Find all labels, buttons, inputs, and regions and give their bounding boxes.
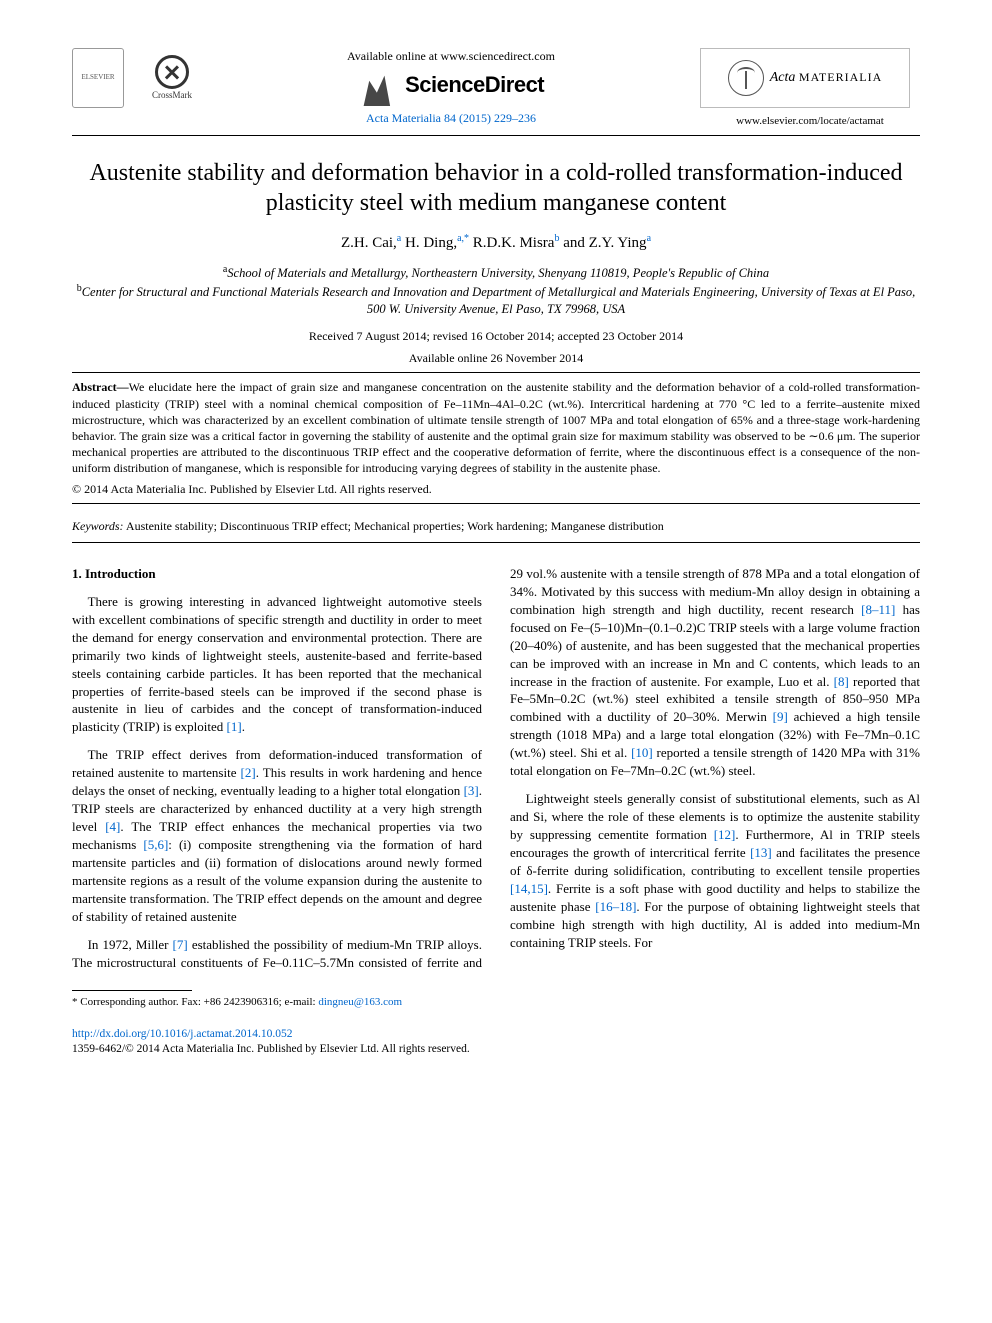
citation-link[interactable]: [4] (105, 819, 120, 834)
issn-copyright-line: 1359-6462/© 2014 Acta Materialia Inc. Pu… (72, 1042, 920, 1058)
body-paragraph: Lightweight steels generally consist of … (510, 790, 920, 951)
locate-url: www.elsevier.com/locate/actamat (700, 114, 920, 129)
sciencedirect-brand: ScienceDirect (202, 70, 700, 106)
citation-link[interactable]: [8] (834, 674, 849, 689)
affiliation-b: bCenter for Structural and Functional Ma… (72, 282, 920, 318)
article-title: Austenite stability and deformation beha… (72, 158, 920, 218)
acta-italic: Acta (770, 70, 796, 85)
date-online-line: Available online 26 November 2014 (72, 350, 920, 366)
doi-link[interactable]: http://dx.doi.org/10.1016/j.actamat.2014… (72, 1028, 293, 1040)
sciencedirect-word: ScienceDirect (405, 72, 544, 97)
abstract-block: Abstract—We elucidate here the impact of… (72, 379, 920, 476)
corresponding-author-footnote: * Corresponding author. Fax: +86 2423906… (72, 995, 920, 1009)
citation-link[interactable]: [7] (173, 937, 188, 952)
affiliations: aSchool of Materials and Metallurgy, Nor… (72, 263, 920, 318)
abstract-top-rule (72, 372, 920, 373)
keywords-text: Austenite stability; Discontinuous TRIP … (126, 519, 664, 533)
citation-link[interactable]: [16–18] (595, 899, 636, 914)
doi-block: http://dx.doi.org/10.1016/j.actamat.2014… (72, 1027, 920, 1058)
keywords-bottom-rule (72, 542, 920, 543)
citation-link[interactable]: [10] (631, 745, 653, 760)
footnote-separator (72, 990, 192, 991)
header-right: Acta MATERIALIA www.elsevier.com/locate/… (700, 48, 920, 129)
sciencedirect-icon (358, 72, 396, 106)
citation-link[interactable]: [13] (750, 845, 772, 860)
acta-materialia-logo: Acta MATERIALIA (700, 48, 910, 108)
acta-text: Acta MATERIALIA (770, 69, 882, 88)
body-paragraph: The TRIP effect derives from deformation… (72, 746, 482, 925)
header-center: Available online at www.sciencedirect.co… (202, 48, 700, 126)
journal-reference-link[interactable]: Acta Materialia 84 (2015) 229–236 (366, 111, 536, 125)
abstract-text: We elucidate here the impact of grain si… (72, 380, 920, 475)
footnote-email-link[interactable]: dingneu@163.com (318, 996, 402, 1008)
affiliation-b-text: Center for Structural and Functional Mat… (82, 285, 916, 316)
footnote-label: * Corresponding author. Fax: +86 2423906… (72, 996, 318, 1008)
copyright-line: © 2014 Acta Materialia Inc. Published by… (72, 481, 920, 497)
body-two-column: 1. Introduction There is growing interes… (72, 565, 920, 972)
body-paragraph: There is growing interesting in advanced… (72, 593, 482, 737)
acta-caps: MATERIALIA (799, 70, 882, 84)
citation-link[interactable]: [2] (241, 765, 256, 780)
keywords-line: Keywords: Austenite stability; Discontin… (72, 518, 920, 534)
acta-tree-icon (728, 60, 764, 96)
citation-link[interactable]: [14,15] (510, 881, 548, 896)
top-rule (72, 135, 920, 136)
affiliation-a: aSchool of Materials and Metallurgy, Nor… (72, 263, 920, 282)
citation-link[interactable]: [12] (714, 827, 736, 842)
citation-link[interactable]: [3] (464, 783, 479, 798)
crossmark-label: CrossMark (152, 89, 192, 101)
citation-link[interactable]: [1] (227, 719, 242, 734)
elsevier-logo-icon: ELSEVIER (72, 48, 124, 108)
header-left: ELSEVIER CrossMark (72, 48, 202, 108)
abstract-bottom-rule (72, 503, 920, 504)
header-strip: ELSEVIER CrossMark Available online at w… (72, 48, 920, 129)
available-online-line: Available online at www.sciencedirect.co… (202, 48, 700, 64)
date-received-line: Received 7 August 2014; revised 16 Octob… (72, 328, 920, 344)
citation-link[interactable]: [9] (773, 709, 788, 724)
citation-link[interactable]: [8–11] (861, 602, 895, 617)
elsevier-label: ELSEVIER (81, 73, 114, 82)
spacer (72, 549, 920, 565)
journal-reference[interactable]: Acta Materialia 84 (2015) 229–236 (202, 110, 700, 126)
citation-link[interactable]: [5,6] (143, 837, 168, 852)
authors-line: Z.H. Cai,a H. Ding,a,* R.D.K. Misrab and… (72, 232, 920, 253)
abstract-label: Abstract— (72, 380, 129, 394)
keywords-label: Keywords: (72, 519, 124, 533)
crossmark-logo-icon[interactable]: CrossMark (142, 48, 202, 108)
section-heading-introduction: 1. Introduction (72, 565, 482, 583)
crossmark-ring-icon (155, 55, 189, 89)
affiliation-a-text: School of Materials and Metallurgy, Nort… (227, 266, 769, 280)
